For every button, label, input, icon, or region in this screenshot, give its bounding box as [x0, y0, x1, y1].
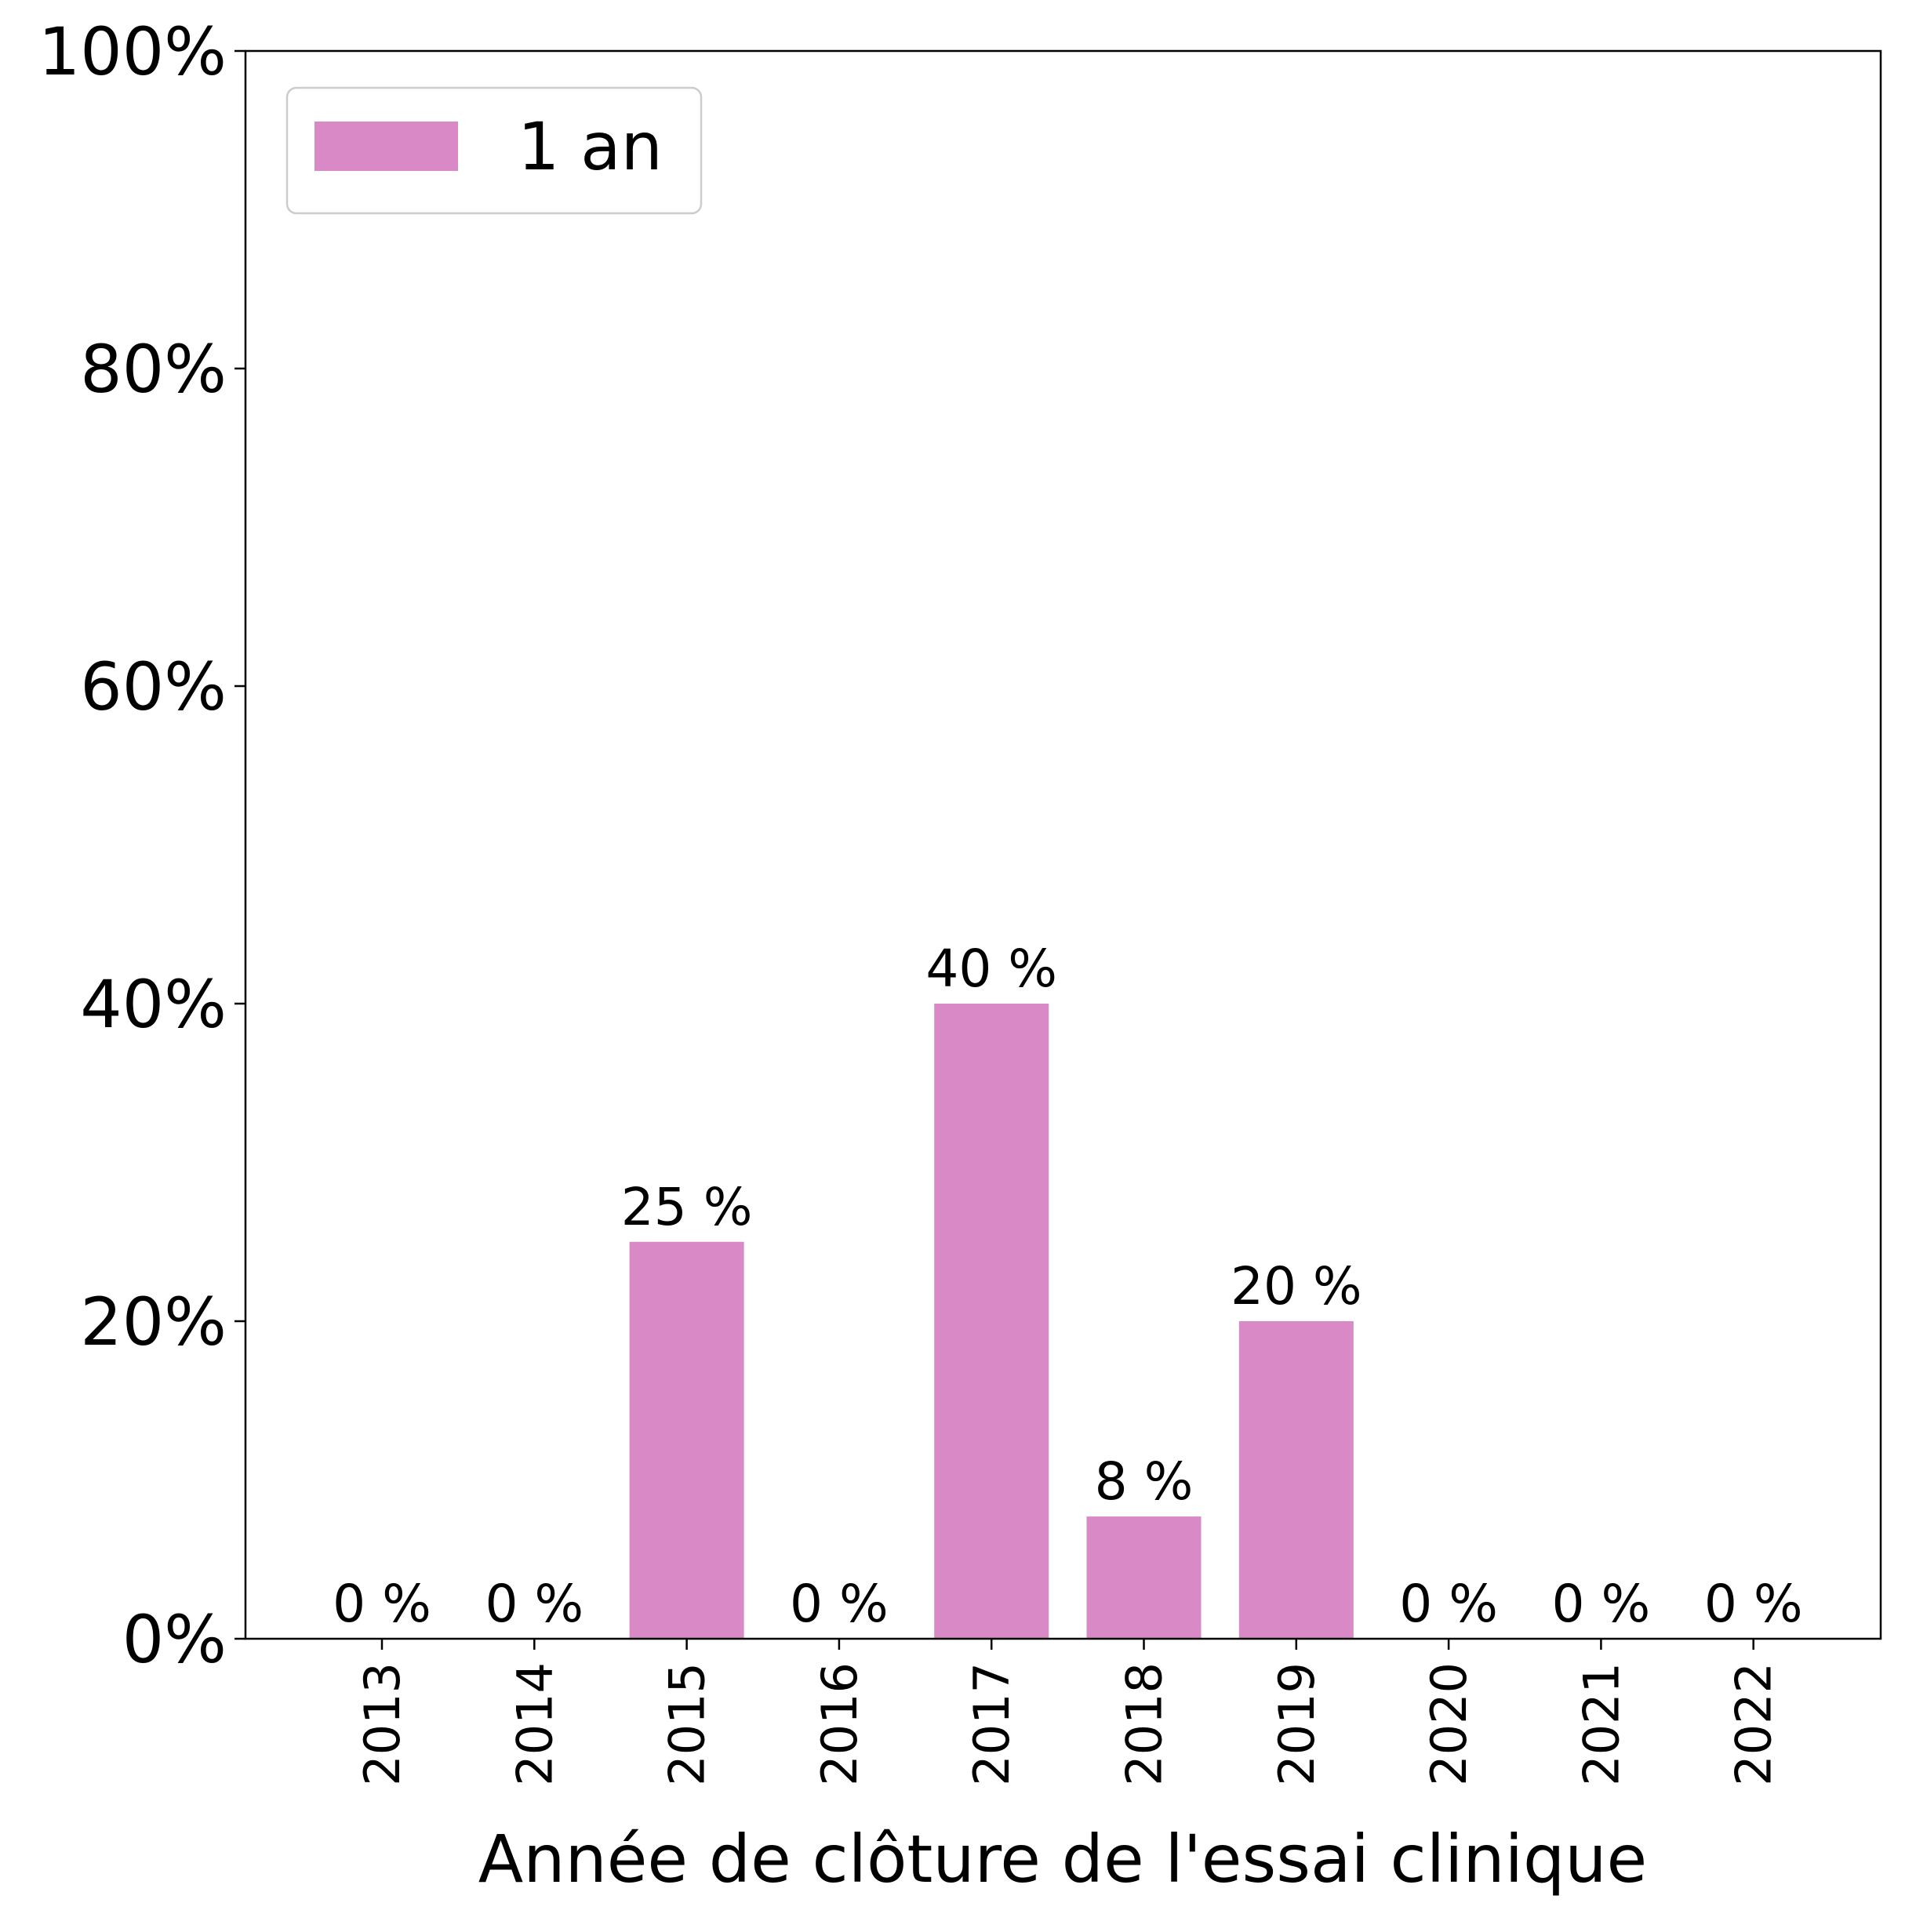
data-label-2014: 0 %: [485, 1574, 584, 1634]
bar-2015: [629, 1241, 744, 1639]
x-tick-label-2021: 2021: [1572, 1662, 1630, 1786]
y-tick-label: 100%: [38, 13, 227, 90]
y-tick-label: 60%: [80, 648, 227, 725]
x-axis-label: Année de clôture de l'essai clinique: [478, 1821, 1647, 1898]
y-tick-label: 0%: [122, 1601, 227, 1678]
legend-label: 1 an: [518, 108, 663, 185]
legend: 1 an: [285, 86, 703, 215]
y-tick-label: 20%: [80, 1284, 227, 1360]
data-label-2020: 0 %: [1399, 1574, 1498, 1634]
bar-2019: [1238, 1321, 1354, 1639]
y-axis: 0% 20% 40% 60% 80% 100%: [38, 13, 245, 1678]
data-label-2016: 0 %: [790, 1574, 889, 1634]
x-tick-label-2016: 2016: [811, 1662, 868, 1786]
x-tick-label-2019: 2019: [1268, 1662, 1325, 1786]
bars-layer: [629, 1004, 1354, 1639]
data-label-2013: 0 %: [333, 1574, 431, 1634]
x-tick-label-2020: 2020: [1420, 1662, 1478, 1786]
plot-area-frame: [244, 49, 1882, 1640]
bar-2017: [934, 1004, 1049, 1639]
bar-2018: [1086, 1516, 1202, 1639]
data-label-2021: 0 %: [1552, 1574, 1651, 1634]
data-label-2017: 40 %: [925, 939, 1057, 999]
x-axis: 2013 2014 2015 2016 2017 2018 2019 2020 2021 2022: [354, 1639, 1783, 1786]
data-label-2022: 0 %: [1704, 1574, 1803, 1634]
data-label-2015: 25 %: [621, 1177, 753, 1237]
y-tick-label: 80%: [80, 331, 227, 408]
x-tick-label-2018: 2018: [1116, 1662, 1173, 1786]
x-tick-label-2013: 2013: [354, 1662, 411, 1786]
x-tick-label-2017: 2017: [963, 1662, 1020, 1786]
x-tick-label-2022: 2022: [1725, 1662, 1783, 1786]
data-label-2019: 20 %: [1231, 1256, 1362, 1316]
legend-swatch: [314, 122, 458, 171]
data-label-2018: 8 %: [1095, 1451, 1194, 1512]
legend-frame: [285, 86, 703, 215]
x-tick-label-2014: 2014: [506, 1662, 563, 1786]
x-tick-label-2015: 2015: [659, 1662, 716, 1786]
y-tick-label: 40%: [80, 966, 227, 1043]
data-labels-layer: 0 % 0 % 25 % 0 % 40 % 8 % 20 % 0 % 0 % 0 %: [333, 939, 1802, 1634]
